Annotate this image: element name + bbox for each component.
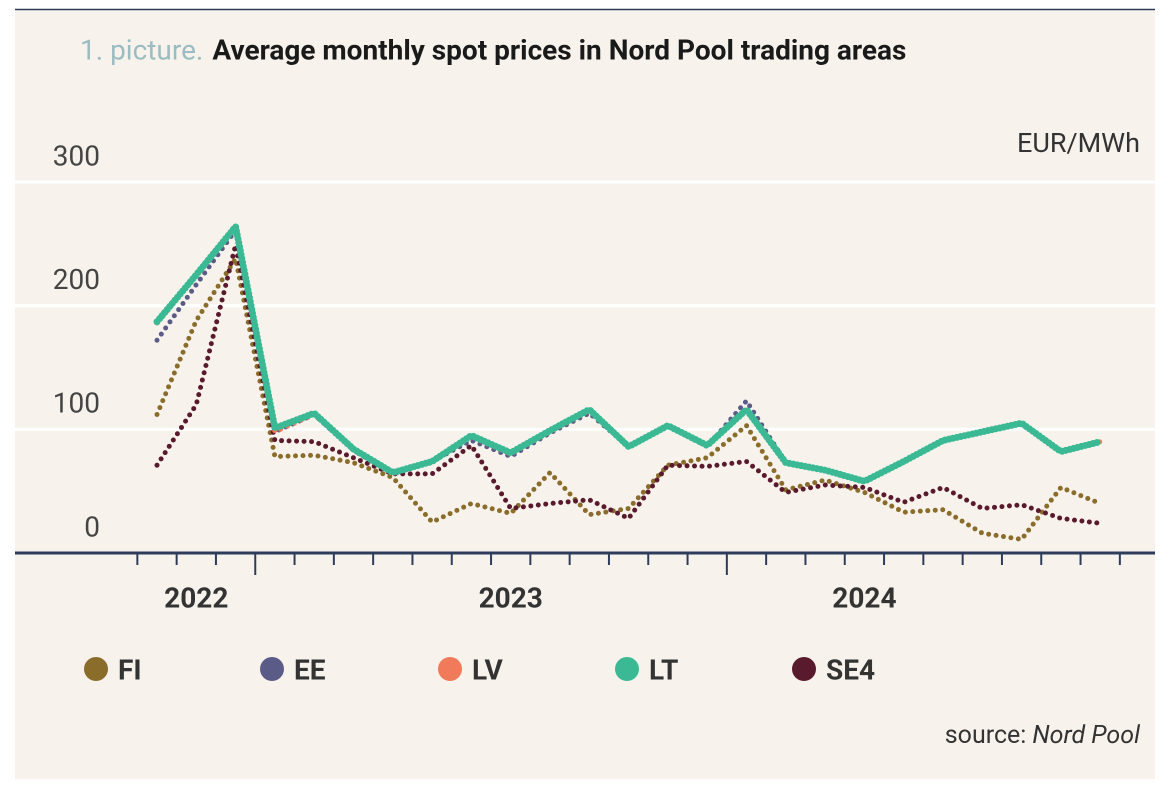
unit-label: EUR/MWh — [1017, 127, 1140, 159]
series-line — [154, 256, 1103, 542]
series-line — [153, 223, 1104, 485]
legend-label: SE4 — [826, 653, 875, 686]
legend-label: LV — [472, 653, 503, 686]
panel — [15, 9, 1155, 779]
source-name: Nord Pool — [1032, 721, 1141, 750]
legend-marker — [84, 657, 108, 681]
title-prefix: 1. picture. — [80, 33, 203, 66]
legend-marker — [792, 657, 816, 681]
source-label: source: — [945, 721, 1027, 750]
y-tick-label: 300 — [53, 139, 100, 172]
legend-label: LT — [649, 653, 678, 686]
legend-label: EE — [294, 653, 326, 686]
legend-marker — [615, 657, 639, 681]
source: source: Nord Pool — [945, 721, 1141, 750]
x-tick-label: 2023 — [479, 581, 543, 614]
x-tick-label: 2024 — [832, 581, 896, 614]
y-tick-label: 200 — [53, 263, 100, 296]
x-tick-label: 2022 — [164, 581, 228, 614]
legend-label: FI — [118, 653, 142, 686]
y-tick-label: 100 — [53, 387, 100, 420]
legend-marker — [438, 657, 462, 681]
legend-marker — [260, 657, 284, 681]
chart-title: Average monthly spot prices in Nord Pool… — [212, 33, 906, 66]
y-tick-label: 0 — [84, 510, 100, 543]
